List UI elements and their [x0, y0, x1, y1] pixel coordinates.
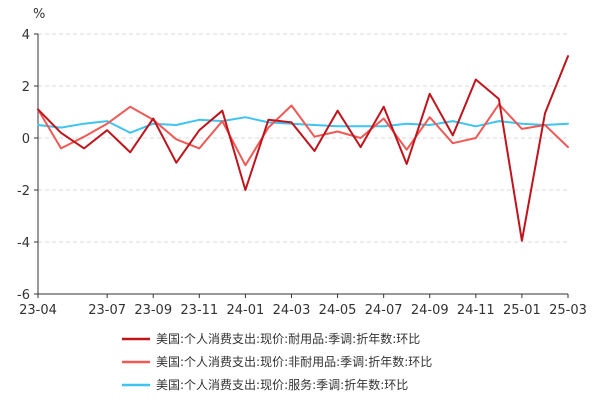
y-tick-label: 2: [22, 80, 30, 95]
x-tick-label: 23-07: [88, 303, 126, 318]
y-tick-label: 0: [22, 132, 30, 147]
x-tick-label: 24-05: [319, 303, 357, 318]
x-tick-label: 25-01: [503, 303, 541, 318]
gridlines: [38, 33, 568, 243]
series-line-3: [37, 116, 569, 134]
legend: 美国:个人消费支出:现价:耐用品:季调:折年数:环比美国:个人消费支出:现价:非…: [122, 331, 432, 392]
x-tick-label: 24-01: [227, 303, 265, 318]
x-tick-label: 23-09: [134, 303, 172, 318]
x-tick-label: 24-09: [411, 303, 449, 318]
x-tick-label: 24-07: [365, 303, 403, 318]
series-line-1: [37, 55, 569, 242]
y-unit-label: %: [33, 7, 45, 22]
x-tick-label: 23-11: [180, 303, 218, 318]
y-tick-label: -6: [17, 288, 30, 303]
x-tick-label: 24-11: [457, 303, 495, 318]
y-tick-label: -4: [17, 236, 30, 251]
tick-labels: 4 2 0 -2 -4 -6% 23-04 23-07 23-09 23-11 24-01 24-03…: [17, 7, 587, 318]
x-tick-label: 23-04: [19, 303, 57, 318]
axes: [34, 33, 569, 298]
legend-label: 美国:个人消费支出:现价:非耐用品:季调:折年数:环比: [156, 354, 432, 369]
y-tick-label: 4: [22, 28, 30, 43]
y-tick-label: -2: [17, 184, 30, 199]
legend-label: 美国:个人消费支出:现价:服务:季调:折年数:环比: [156, 377, 408, 392]
x-tick-label: 24-03: [273, 303, 311, 318]
legend-label: 美国:个人消费支出:现价:耐用品:季调:折年数:环比: [156, 331, 420, 346]
series-lines: [37, 55, 569, 242]
x-tick-label: 25-03: [549, 303, 587, 318]
series-line-2: [37, 103, 569, 167]
